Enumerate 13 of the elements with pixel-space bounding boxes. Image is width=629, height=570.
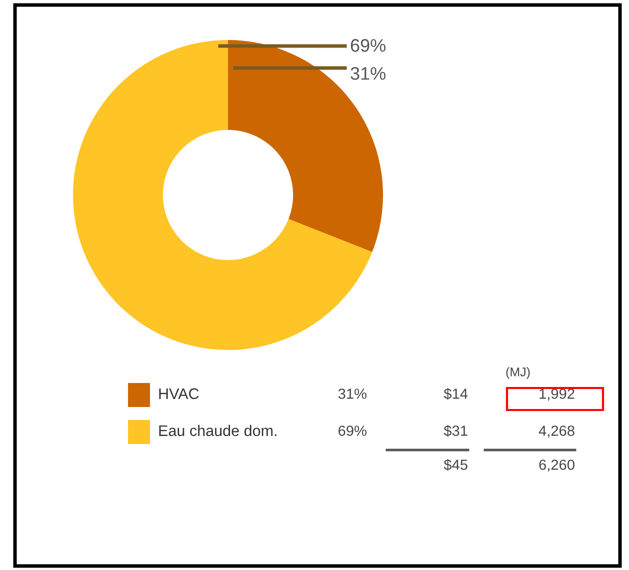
text: (MJ) xyxy=(506,367,530,379)
text: 4,268 xyxy=(538,426,574,438)
legend-label: HVAC xyxy=(159,388,199,400)
legend-label: Eau chaude dom. xyxy=(159,424,276,436)
text: 1,992 xyxy=(540,388,574,401)
data-label: 69% xyxy=(350,39,386,52)
text: 31% xyxy=(338,388,366,399)
text: $14 xyxy=(444,388,468,400)
text: $31 xyxy=(444,424,468,437)
text: 6,260 xyxy=(539,460,574,472)
data-label: 31% xyxy=(350,67,386,80)
text: 69% xyxy=(338,426,366,436)
text: $45 xyxy=(444,458,468,471)
